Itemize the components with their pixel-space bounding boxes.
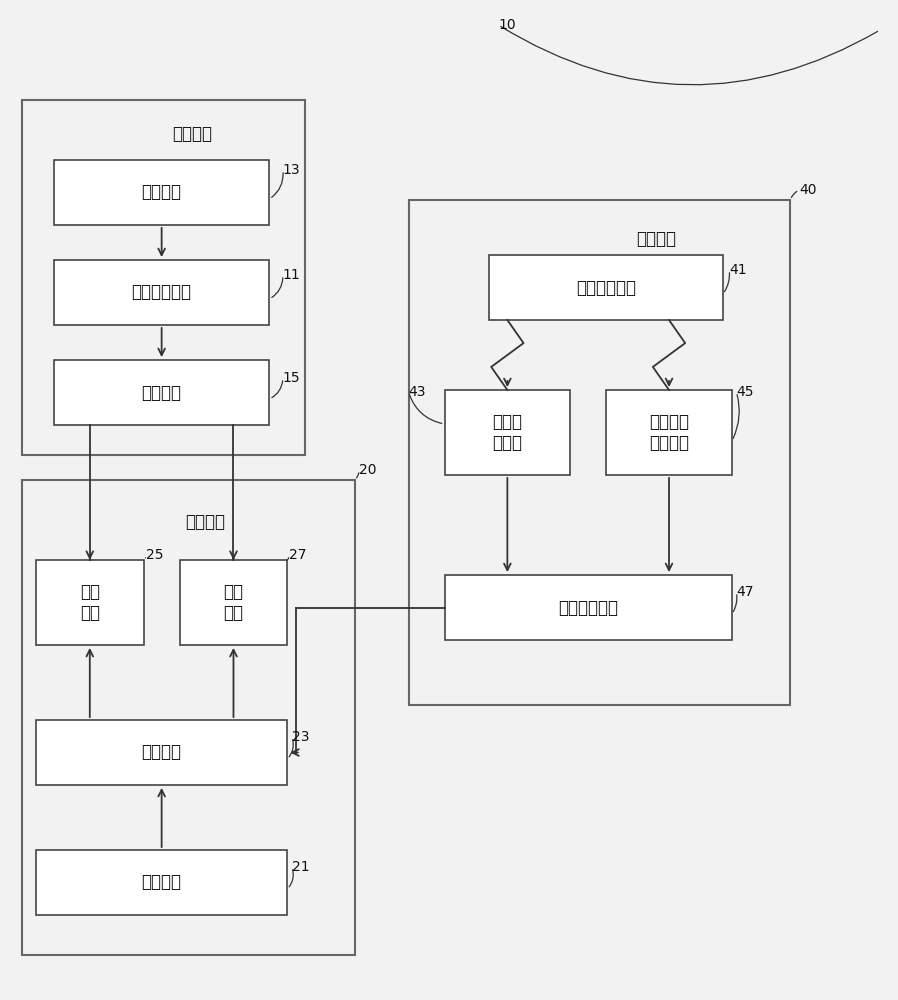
Text: 15: 15 bbox=[283, 371, 301, 385]
FancyBboxPatch shape bbox=[445, 575, 732, 640]
FancyBboxPatch shape bbox=[54, 160, 269, 225]
Bar bbox=[409, 200, 790, 705]
FancyBboxPatch shape bbox=[180, 560, 287, 645]
Bar bbox=[22, 100, 305, 455]
Text: 超声收发单元: 超声收发单元 bbox=[132, 284, 191, 302]
Text: 20: 20 bbox=[359, 463, 376, 477]
Text: 超声探头: 超声探头 bbox=[172, 125, 212, 143]
Text: 定位装置: 定位装置 bbox=[637, 230, 677, 248]
Text: 探头定
位模块: 探头定 位模块 bbox=[492, 413, 523, 452]
Text: 43: 43 bbox=[409, 385, 426, 399]
Text: 13: 13 bbox=[283, 163, 301, 177]
Text: 40: 40 bbox=[799, 183, 816, 197]
FancyBboxPatch shape bbox=[445, 390, 570, 475]
Text: 目标组织
定位模块: 目标组织 定位模块 bbox=[649, 413, 689, 452]
FancyBboxPatch shape bbox=[54, 360, 269, 425]
FancyBboxPatch shape bbox=[54, 260, 269, 325]
Text: 成像单元: 成像单元 bbox=[142, 384, 181, 402]
Text: 27: 27 bbox=[289, 548, 306, 562]
Text: 41: 41 bbox=[729, 263, 747, 277]
Text: 显示
单元: 显示 单元 bbox=[80, 583, 100, 622]
Text: 模拟模块: 模拟模块 bbox=[185, 513, 225, 531]
FancyBboxPatch shape bbox=[489, 255, 723, 320]
FancyBboxPatch shape bbox=[606, 390, 732, 475]
Text: 输入单元: 输入单元 bbox=[142, 874, 181, 892]
FancyBboxPatch shape bbox=[36, 560, 144, 645]
Text: 23: 23 bbox=[292, 730, 309, 744]
Text: 10: 10 bbox=[498, 18, 516, 32]
Text: 控制单元: 控制单元 bbox=[142, 184, 181, 202]
Bar bbox=[22, 480, 355, 955]
FancyBboxPatch shape bbox=[36, 850, 287, 915]
Text: 模拟单元: 模拟单元 bbox=[142, 744, 181, 762]
Text: 21: 21 bbox=[292, 860, 310, 874]
Text: 磁场发生模块: 磁场发生模块 bbox=[577, 278, 636, 296]
Text: 47: 47 bbox=[736, 585, 753, 599]
Text: 信号接收单元: 信号接收单元 bbox=[559, 598, 618, 616]
Text: 存储
单元: 存储 单元 bbox=[224, 583, 243, 622]
FancyBboxPatch shape bbox=[36, 720, 287, 785]
Text: 45: 45 bbox=[736, 385, 753, 399]
Text: 11: 11 bbox=[283, 268, 301, 282]
Text: 25: 25 bbox=[146, 548, 163, 562]
